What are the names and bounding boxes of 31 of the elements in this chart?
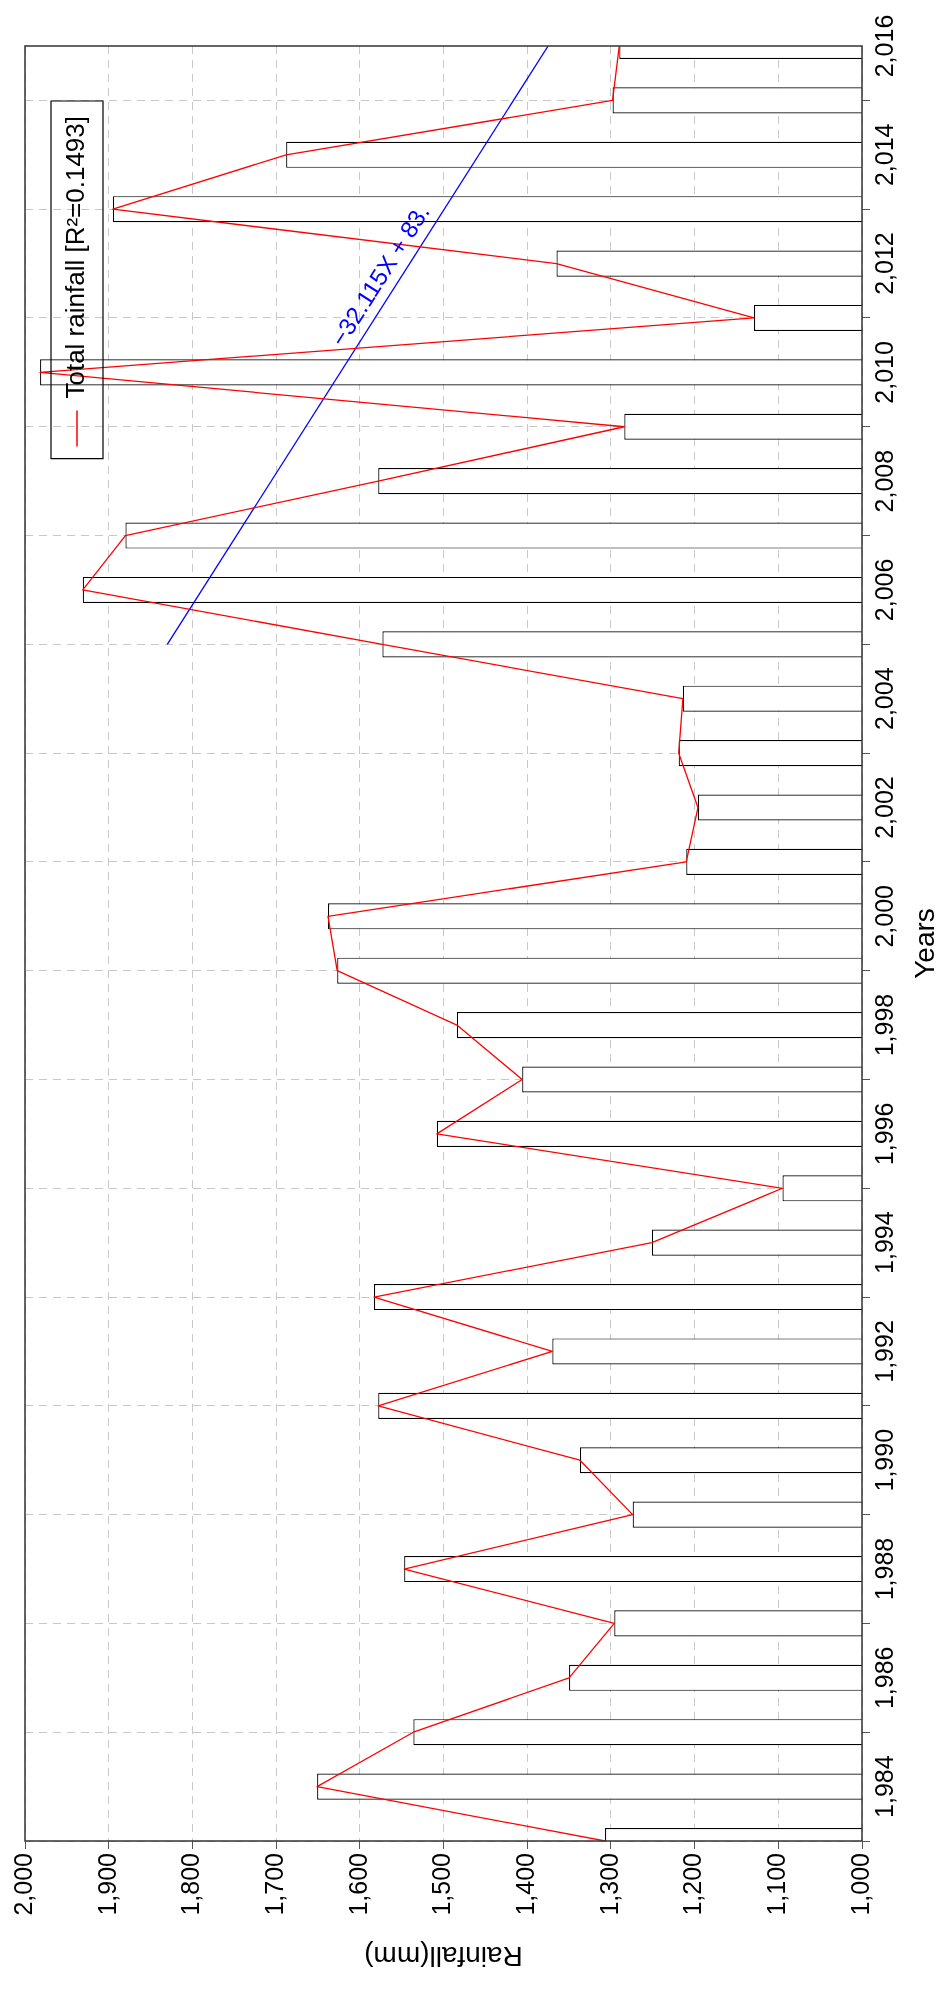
y-tick-label: 2,012 xyxy=(870,232,899,295)
text: Total rainfall [R²=0.1493] xyxy=(60,116,91,399)
y-tick-label: 1,986 xyxy=(870,1646,899,1710)
y-tick-label: 1,998 xyxy=(870,993,899,1057)
x-tick-label: 1,400 xyxy=(511,1853,540,1916)
y-tick-label: 2,002 xyxy=(870,776,899,839)
x-tick-label: 1,900 xyxy=(92,1853,121,1916)
y-tick-label: 2,006 xyxy=(870,558,899,622)
y-tick-label: 1,992 xyxy=(870,1320,899,1383)
y-tick-label: 2,000 xyxy=(870,885,899,948)
x-tick-label: 1,300 xyxy=(594,1853,623,1916)
x-tick-label: 1,700 xyxy=(259,1853,288,1916)
y-axis-title: Years xyxy=(908,908,940,979)
x-axis-title: Rainfall(mm) xyxy=(364,1941,523,1973)
y-tick-label: 1,984 xyxy=(870,1755,899,1818)
x-tick-label: 1,100 xyxy=(762,1853,791,1916)
x-tick-label: 1,200 xyxy=(678,1853,707,1916)
y-tick-label: 2,008 xyxy=(870,449,899,513)
y-tick-label: 2,004 xyxy=(870,667,899,731)
y-tick-label: 1,996 xyxy=(870,1102,899,1166)
y-tick-label: 2,014 xyxy=(870,123,899,187)
x-tick-label: 1,800 xyxy=(176,1853,205,1916)
x-tick-label: 1,000 xyxy=(845,1853,874,1916)
x-tick-label: 2,000 xyxy=(8,1853,37,1916)
y-tick-label: 1,988 xyxy=(870,1537,899,1601)
y-tick-label: 1,990 xyxy=(870,1428,899,1492)
x-tick-label: 1,500 xyxy=(427,1853,456,1916)
y-tick-label: 1,994 xyxy=(870,1211,899,1274)
y-tick-label: 2,016 xyxy=(870,14,899,78)
y-tick-label: 2,010 xyxy=(870,341,899,404)
x-tick-label: 1,600 xyxy=(343,1853,372,1916)
